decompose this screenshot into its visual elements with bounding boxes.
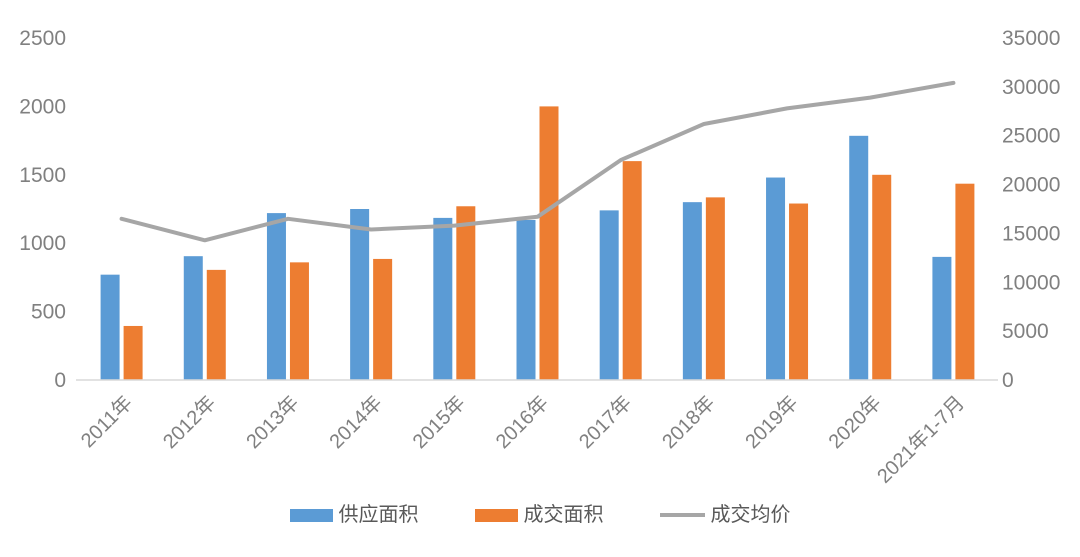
x-axis-label-2014年: 2014年 [325,391,387,453]
bar-供应面积-2016年 [516,219,536,380]
bar-供应面积-2013年 [266,213,286,380]
legend-label-supply-area: 供应面积 [338,504,419,526]
bar-成交面积-2016年 [539,106,559,381]
bar-成交面积-2011年 [123,325,143,380]
legend-label-sold-area: 成交面积 [523,504,604,526]
x-axis-label-2021年1-7月: 2021年1-7月 [872,391,968,487]
right-axis-tick-label: 0 [1002,369,1014,392]
avg-price-line-swatch [659,513,705,517]
bar-成交面积-2012年 [206,269,226,380]
left-axis-tick-label: 2000 [19,95,66,118]
bar-供应面积-2014年 [350,209,370,380]
right-axis-tick-label: 15000 [1002,222,1060,245]
x-axis-label-2011年: 2011年 [76,391,137,452]
x-axis-label-2019年: 2019年 [741,391,803,453]
x-axis-label-2018年: 2018年 [658,391,720,453]
bar-供应面积-2018年 [682,202,702,380]
right-axis-tick-label: 10000 [1002,271,1060,294]
left-axis-tick-label: 500 [31,301,66,324]
bar-成交面积-2020年 [872,174,892,380]
legend-item-sold-area: 成交面积 [474,504,604,526]
bar-供应面积-2015年 [433,217,453,380]
sold-area-swatch [474,508,518,522]
x-axis-label-2015年: 2015年 [408,391,470,453]
legend: 供应面积 成交面积 成交均价 [0,505,1080,525]
right-axis-tick-label: 5000 [1002,320,1049,343]
legend-label-avg-price: 成交均价 [710,504,791,526]
bar-成交面积-2021年1-7月 [955,183,975,380]
bar-成交面积-2013年 [289,262,309,380]
left-axis-tick-label: 2500 [19,27,66,50]
left-axis-tick-label: 1500 [19,164,66,187]
left-axis-tick-label: 0 [54,369,66,392]
right-axis-tick-label: 20000 [1002,174,1060,197]
bar-供应面积-2019年 [766,177,786,380]
bar-供应面积-2020年 [849,135,869,380]
bar-供应面积-2012年 [183,256,203,380]
bar-成交面积-2015年 [456,206,476,380]
bar-供应面积-2017年 [599,210,619,380]
bar-成交面积-2019年 [789,203,809,380]
avg-price-line [119,80,956,243]
legend-item-avg-price: 成交均价 [659,504,791,526]
bar-供应面积-2011年 [100,274,120,380]
bar-成交面积-2014年 [373,258,393,380]
legend-item-supply-area: 供应面积 [289,504,419,526]
supply-area-swatch [289,508,333,522]
x-axis-label-2017年: 2017年 [574,391,636,453]
x-axis-label-2016年: 2016年 [491,391,553,453]
x-axis-label-2012年: 2012年 [158,391,220,453]
right-axis-tick-label: 35000 [1002,27,1060,50]
x-axis-label-2020年: 2020年 [824,391,886,453]
x-axis-label-2013年: 2013年 [242,391,304,453]
left-axis-tick-label: 1000 [19,232,66,255]
right-axis-tick-label: 25000 [1002,125,1060,148]
bar-成交面积-2017年 [622,161,642,380]
bar-供应面积-2021年1-7月 [932,256,952,380]
bar-成交面积-2018年 [705,197,725,380]
right-axis-tick-label: 30000 [1002,76,1060,99]
